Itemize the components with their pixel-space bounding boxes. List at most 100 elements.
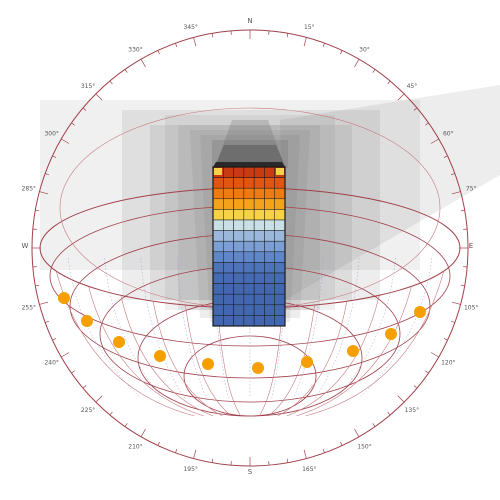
facade-cell — [264, 198, 275, 210]
azimuth-tick — [35, 284, 40, 287]
facade-cell — [212, 262, 224, 274]
azimuth-tick — [443, 155, 448, 158]
azimuth-label: 120° — [441, 360, 455, 367]
shadow-volume — [215, 120, 285, 168]
azimuth-tick — [340, 441, 343, 446]
meridian-line — [296, 286, 412, 417]
azimuth-tick — [303, 449, 307, 459]
facade-cell — [223, 219, 234, 231]
facade-cell — [274, 272, 286, 284]
facade-cell — [233, 166, 245, 178]
facade-cell — [253, 209, 265, 221]
facade-cell — [274, 251, 286, 263]
corner-highlight — [214, 168, 222, 175]
azimuth-label: 60° — [443, 131, 454, 138]
facade-cell — [243, 209, 255, 221]
facade-cell — [264, 230, 275, 242]
azimuth-tick — [450, 320, 455, 323]
facade-cell — [253, 262, 265, 274]
facade-cell — [253, 166, 265, 178]
azimuth-tick — [450, 173, 455, 176]
meridian-line — [277, 301, 348, 417]
azimuth-label: 315° — [81, 83, 95, 90]
azimuth-tick — [124, 69, 128, 73]
facade-cell — [243, 315, 255, 327]
facade-cell — [233, 177, 245, 189]
azimuth-tick — [322, 43, 325, 48]
facade-cell — [212, 198, 224, 210]
facade-cell — [274, 283, 286, 295]
east-label: E — [469, 242, 473, 250]
azimuth-label: 165° — [302, 466, 316, 473]
azimuth-label: 105° — [464, 304, 478, 311]
hour-line — [293, 257, 323, 399]
facade-cell — [264, 272, 275, 284]
azimuth-tick — [71, 122, 75, 126]
facade-cell — [212, 315, 224, 327]
hour-line — [315, 257, 360, 399]
facade-cell — [212, 209, 224, 221]
facade-cell — [253, 293, 265, 306]
building — [212, 162, 286, 327]
azimuth-label: 300° — [44, 131, 58, 138]
facade-cell — [223, 293, 234, 306]
facade-cell — [264, 240, 275, 253]
facade-cell — [274, 304, 286, 316]
facade-cell — [274, 230, 286, 242]
facade-cell — [233, 219, 245, 231]
azimuth-tick — [322, 448, 325, 453]
facade-cell — [264, 304, 275, 316]
facade-cell — [253, 230, 265, 242]
meridian-line — [120, 295, 214, 417]
facade-cell — [243, 230, 255, 242]
building-roof — [213, 162, 285, 167]
azimuth-tick — [175, 448, 178, 453]
facade-cell — [223, 251, 234, 263]
sun-markers — [58, 292, 426, 374]
facade-cell — [223, 304, 234, 316]
hour-line — [140, 257, 185, 399]
facade-cell — [274, 177, 286, 189]
south-label: S — [248, 468, 253, 476]
azimuth-tick — [39, 301, 49, 305]
azimuth-tick — [109, 80, 113, 85]
facade-cell — [253, 272, 265, 284]
hour-line — [337, 257, 396, 399]
azimuth-tick — [109, 411, 113, 416]
azimuth-tick — [45, 320, 50, 323]
facade-cell — [253, 177, 265, 189]
azimuth-label: 240° — [44, 360, 58, 367]
facade-cell — [253, 315, 265, 327]
azimuth-tick — [95, 93, 103, 101]
azimuth-label: 195° — [183, 466, 197, 473]
azimuth-tick — [443, 338, 448, 341]
sun-marker — [154, 350, 166, 362]
facade-cell — [243, 272, 255, 284]
shadow-volume — [280, 85, 500, 300]
sun-marker — [347, 345, 359, 357]
facade-cell — [253, 219, 265, 231]
azimuth-tick — [61, 352, 70, 358]
facade-cell — [243, 219, 255, 231]
meridian-line — [305, 271, 445, 417]
azimuth-tick — [430, 138, 439, 144]
azimuth-tick — [124, 423, 128, 427]
azimuth-tick — [82, 107, 87, 111]
facade-cell — [212, 187, 224, 200]
facade-cell — [233, 240, 245, 253]
facade-cell — [264, 187, 275, 200]
facade-cell — [243, 262, 255, 274]
facade-cell — [233, 315, 245, 327]
sun-marker — [58, 292, 70, 304]
facade-cell — [243, 177, 255, 189]
azimuth-labels: N S E W 15° 30° 45° 60° 75° 105° 120° 135° 150° 1… — [22, 17, 479, 476]
azimuth-tick — [303, 37, 307, 47]
west-label: W — [22, 242, 29, 250]
meridian-line — [286, 295, 380, 417]
azimuth-tick — [413, 107, 418, 111]
sun-marker — [301, 356, 313, 368]
azimuth-tick — [460, 284, 465, 287]
facade-cell — [243, 198, 255, 210]
facade-cell — [223, 187, 234, 200]
azimuth-tick — [413, 385, 418, 389]
